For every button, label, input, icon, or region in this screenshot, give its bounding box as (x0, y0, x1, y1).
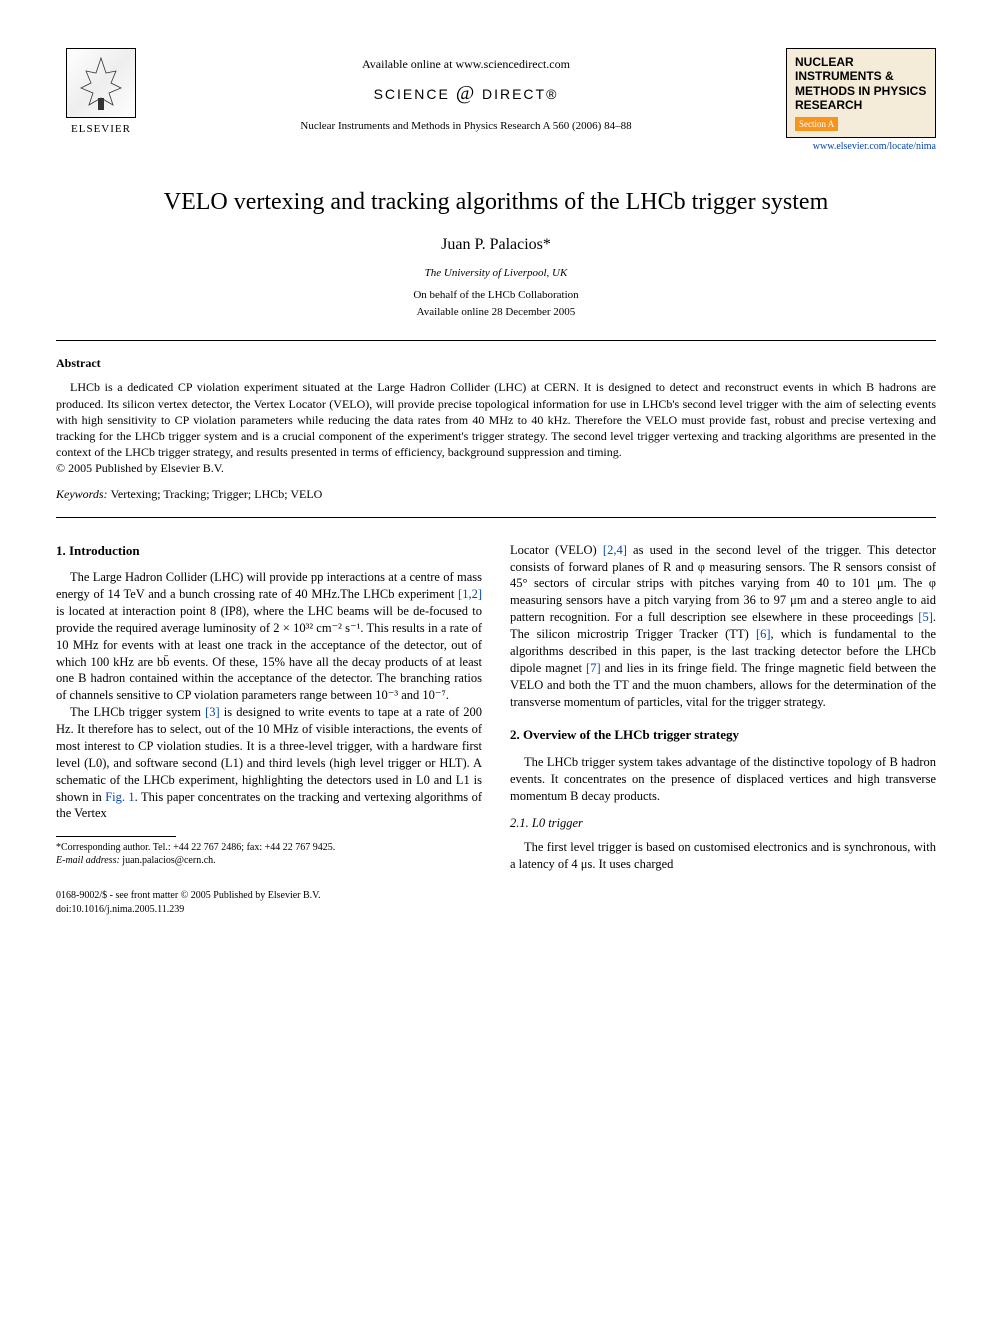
intro-p2a: The LHCb trigger system (70, 705, 205, 719)
overview-paragraph: The LHCb trigger system takes advantage … (510, 754, 936, 805)
collaboration-line: On behalf of the LHCb Collaboration (56, 288, 936, 303)
corresponding-footnote: *Corresponding author. Tel.: +44 22 767 … (56, 841, 482, 854)
author-name: Juan P. Palacios* (56, 234, 936, 256)
fig-link-1[interactable]: Fig. 1 (105, 790, 134, 804)
abstract-text: LHCb is a dedicated CP violation experim… (56, 379, 936, 460)
journal-reference: Nuclear Instruments and Methods in Physi… (146, 119, 786, 134)
footnote-separator (56, 836, 176, 837)
bottom-doi: doi:10.1016/j.nima.2005.11.239 (56, 903, 936, 917)
col2-paragraph-1: Locator (VELO) [2,4] as used in the seco… (510, 542, 936, 711)
keywords-line: Keywords: Vertexing; Tracking; Trigger; … (56, 486, 936, 502)
ref-link-3[interactable]: [3] (205, 705, 220, 719)
publisher-name: ELSEVIER (71, 122, 131, 137)
journal-link[interactable]: www.elsevier.com/locate/nima (786, 140, 936, 154)
sciencedirect-logo: SCIENCE @ DIRECT® (146, 80, 786, 107)
divider-top (56, 340, 936, 341)
col2-p1a: Locator (VELO) (510, 543, 603, 557)
body-columns: 1. Introduction The Large Hadron Collide… (56, 542, 936, 874)
intro-p1b: is located at interaction point 8 (IP8),… (56, 604, 482, 702)
column-left: 1. Introduction The Large Hadron Collide… (56, 542, 482, 874)
elsevier-tree-icon (66, 48, 136, 118)
header-center: Available online at www.sciencedirect.co… (146, 48, 786, 134)
available-date: Available online 28 December 2005 (56, 305, 936, 320)
ref-link-6[interactable]: [6] (756, 627, 771, 641)
intro-p1a: The Large Hadron Collider (LHC) will pro… (56, 570, 482, 601)
ref-link-5[interactable]: [5] (918, 610, 933, 624)
copyright-line: © 2005 Published by Elsevier B.V. (56, 460, 936, 476)
intro-paragraph-1: The Large Hadron Collider (LHC) will pro… (56, 569, 482, 704)
article-title: VELO vertexing and tracking algorithms o… (56, 186, 936, 218)
bottom-issn: 0168-9002/$ - see front matter © 2005 Pu… (56, 889, 936, 903)
divider-bottom (56, 517, 936, 518)
journal-box: NUCLEAR INSTRUMENTS & METHODS IN PHYSICS… (786, 48, 936, 138)
l0-paragraph: The first level trigger is based on cust… (510, 839, 936, 873)
email-address[interactable]: juan.palacios@cern.ch. (122, 855, 215, 866)
column-right: Locator (VELO) [2,4] as used in the seco… (510, 542, 936, 874)
journal-box-title: NUCLEAR INSTRUMENTS & METHODS IN PHYSICS… (795, 55, 927, 113)
intro-heading: 1. Introduction (56, 542, 482, 560)
journal-box-section: Section A (795, 117, 838, 131)
author-affiliation: The University of Liverpool, UK (56, 266, 936, 281)
available-online-text: Available online at www.sciencedirect.co… (146, 56, 786, 72)
l0-heading: 2.1. L0 trigger (510, 815, 936, 832)
ref-link-1-2[interactable]: [1,2] (458, 587, 482, 601)
email-footnote: E-mail address: juan.palacios@cern.ch. (56, 854, 482, 867)
sd-at-icon: @ (456, 82, 476, 104)
page-header: ELSEVIER Available online at www.science… (56, 48, 936, 154)
publisher-logo-block: ELSEVIER (56, 48, 146, 137)
sd-text-1: SCIENCE (374, 86, 450, 102)
sd-text-2: DIRECT® (482, 86, 558, 102)
keywords-label: Keywords: (56, 487, 108, 501)
email-label: E-mail address: (56, 855, 120, 866)
intro-paragraph-2: The LHCb trigger system [3] is designed … (56, 704, 482, 822)
keywords-values: Vertexing; Tracking; Trigger; LHCb; VELO (111, 487, 323, 501)
ref-link-2-4[interactable]: [2,4] (603, 543, 627, 557)
ref-link-7[interactable]: [7] (586, 661, 601, 675)
journal-box-wrapper: NUCLEAR INSTRUMENTS & METHODS IN PHYSICS… (786, 48, 936, 154)
abstract-heading: Abstract (56, 355, 936, 371)
overview-heading: 2. Overview of the LHCb trigger strategy (510, 726, 936, 744)
journal-link-text: www.elsevier.com/locate/nima (813, 141, 936, 152)
